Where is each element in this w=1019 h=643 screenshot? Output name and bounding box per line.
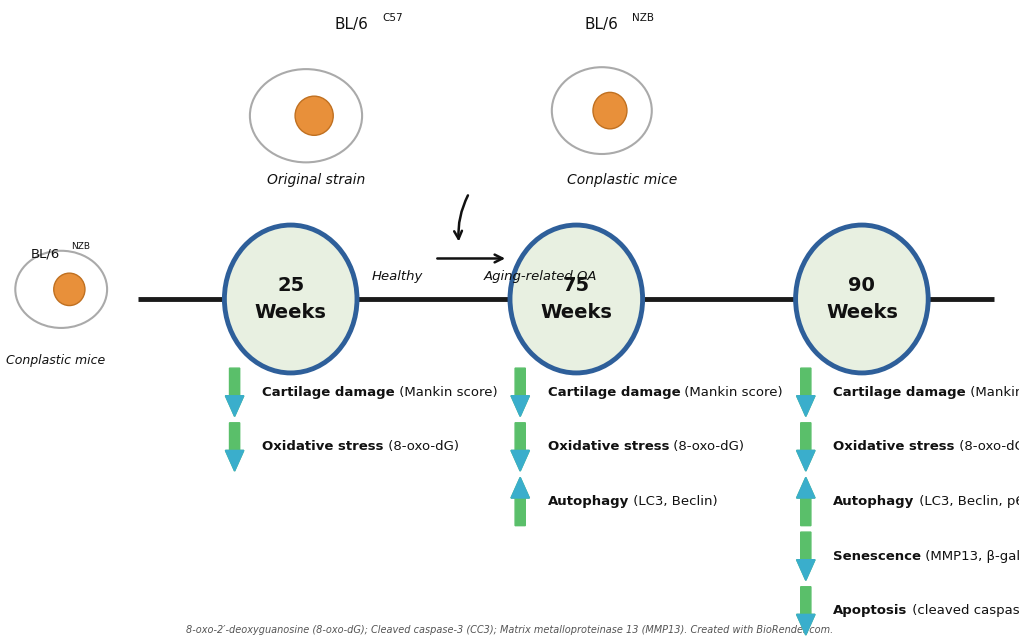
Text: 75
Weeks: 75 Weeks bbox=[540, 276, 611, 322]
FancyArrow shape bbox=[511, 477, 529, 498]
Text: Oxidative stress: Oxidative stress bbox=[547, 440, 668, 453]
FancyArrow shape bbox=[796, 450, 814, 471]
Text: (8-oxo-dG): (8-oxo-dG) bbox=[668, 440, 744, 453]
FancyArrow shape bbox=[511, 477, 529, 526]
Text: Original strain: Original strain bbox=[267, 173, 365, 187]
Text: (Mankin score): (Mankin score) bbox=[680, 386, 783, 399]
FancyArrow shape bbox=[511, 395, 529, 417]
FancyArrow shape bbox=[796, 423, 814, 471]
Text: NZB: NZB bbox=[71, 242, 91, 251]
Text: 25
Weeks: 25 Weeks bbox=[255, 276, 326, 322]
Text: (8-oxo-dG): (8-oxo-dG) bbox=[383, 440, 459, 453]
FancyArrow shape bbox=[225, 423, 244, 471]
Ellipse shape bbox=[250, 69, 362, 163]
Text: Aging-related OA: Aging-related OA bbox=[483, 270, 597, 283]
Text: 8-oxo-2′-deoxyguanosine (8-oxo-dG); Cleaved caspase-3 (CC3); Matrix metalloprote: 8-oxo-2′-deoxyguanosine (8-oxo-dG); Clea… bbox=[186, 625, 833, 635]
Text: (8-oxo-dG): (8-oxo-dG) bbox=[954, 440, 1019, 453]
FancyArrow shape bbox=[796, 395, 814, 417]
Text: Cartilage damage: Cartilage damage bbox=[833, 386, 965, 399]
Text: Autophagy: Autophagy bbox=[547, 495, 629, 508]
FancyArrow shape bbox=[796, 532, 814, 580]
Text: Apoptosis: Apoptosis bbox=[833, 604, 907, 617]
FancyArrow shape bbox=[511, 450, 529, 471]
Text: (Mankin score): (Mankin score) bbox=[394, 386, 497, 399]
FancyArrow shape bbox=[511, 423, 529, 471]
FancyArrow shape bbox=[796, 615, 814, 635]
Text: C57: C57 bbox=[382, 14, 403, 23]
Text: Oxidative stress: Oxidative stress bbox=[833, 440, 954, 453]
Ellipse shape bbox=[510, 225, 642, 373]
Ellipse shape bbox=[224, 225, 357, 373]
FancyArrow shape bbox=[796, 477, 814, 498]
Text: Senescence: Senescence bbox=[833, 550, 920, 563]
Ellipse shape bbox=[551, 67, 651, 154]
Text: Conplastic mice: Conplastic mice bbox=[567, 173, 677, 187]
Text: Conplastic mice: Conplastic mice bbox=[6, 354, 106, 367]
Ellipse shape bbox=[592, 93, 627, 129]
Text: NZB: NZB bbox=[632, 14, 654, 23]
Ellipse shape bbox=[54, 273, 85, 305]
Text: (LC3, Beclin, p62): (LC3, Beclin, p62) bbox=[914, 495, 1019, 508]
FancyArrow shape bbox=[796, 559, 814, 580]
Text: BL/6: BL/6 bbox=[584, 17, 619, 32]
Text: Cartilage damage: Cartilage damage bbox=[547, 386, 680, 399]
Text: Healthy: Healthy bbox=[372, 270, 423, 283]
FancyArrow shape bbox=[796, 477, 814, 526]
FancyArrow shape bbox=[796, 368, 814, 417]
Text: BL/6: BL/6 bbox=[334, 17, 369, 32]
Text: (Mankin score): (Mankin score) bbox=[965, 386, 1019, 399]
Text: (LC3, Beclin): (LC3, Beclin) bbox=[629, 495, 717, 508]
Text: Cartilage damage: Cartilage damage bbox=[262, 386, 394, 399]
Text: (cleaved caspase 3): (cleaved caspase 3) bbox=[907, 604, 1019, 617]
Ellipse shape bbox=[294, 96, 333, 135]
FancyArrow shape bbox=[225, 368, 244, 417]
Text: (MMP13, β-gal, p16, Ki67): (MMP13, β-gal, p16, Ki67) bbox=[920, 550, 1019, 563]
Text: Oxidative stress: Oxidative stress bbox=[262, 440, 383, 453]
Text: 90
Weeks: 90 Weeks bbox=[825, 276, 897, 322]
Text: Autophagy: Autophagy bbox=[833, 495, 914, 508]
FancyArrow shape bbox=[225, 450, 244, 471]
Text: BL/6: BL/6 bbox=[31, 247, 60, 260]
FancyArrow shape bbox=[225, 395, 244, 417]
Ellipse shape bbox=[15, 251, 107, 328]
FancyArrow shape bbox=[511, 368, 529, 417]
FancyArrow shape bbox=[796, 586, 814, 635]
Ellipse shape bbox=[795, 225, 927, 373]
